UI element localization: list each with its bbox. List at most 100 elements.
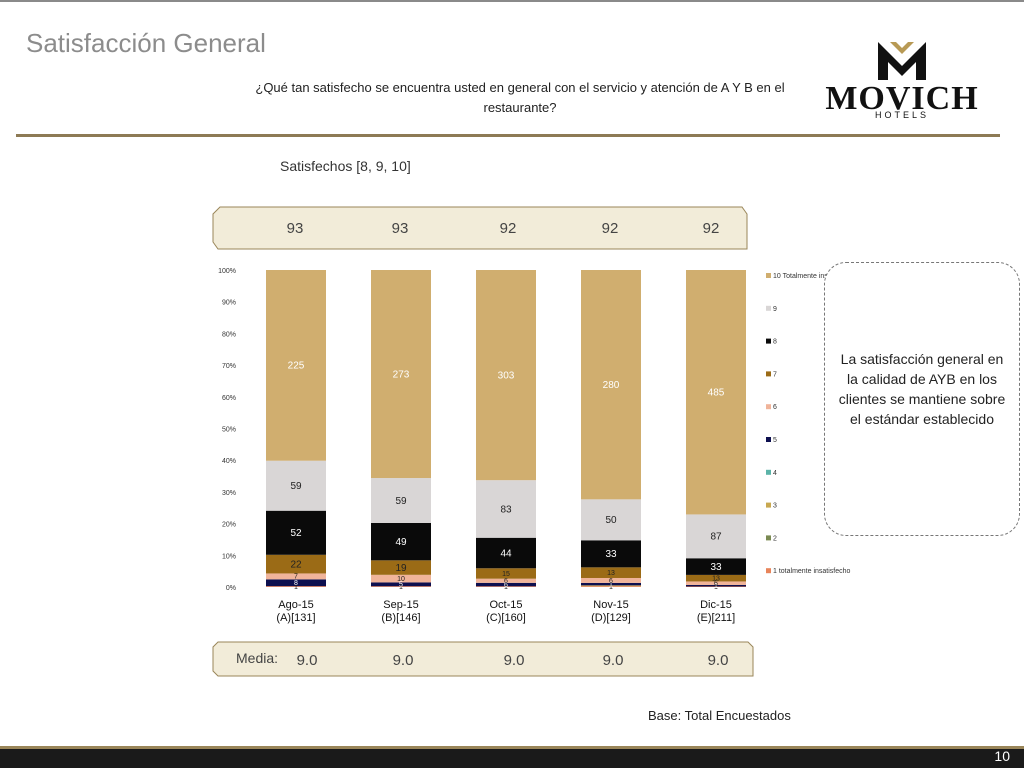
legend-swatch	[766, 568, 771, 574]
data-label: 50	[605, 515, 617, 526]
y-tick-label: 50%	[222, 427, 236, 434]
bar-segment	[581, 270, 641, 500]
data-label: 1	[714, 583, 718, 590]
data-label: 273	[393, 369, 410, 380]
bar-segment	[476, 586, 536, 587]
satisfied-value: 92	[601, 220, 619, 237]
data-label: 485	[708, 388, 725, 399]
y-tick-label: 80%	[222, 331, 236, 338]
bar-segment	[371, 560, 431, 575]
legend-swatch	[766, 338, 771, 344]
footer-bar	[0, 746, 1024, 768]
note-text: La satisfacción general en la calidad de…	[838, 351, 1006, 427]
bar-segment	[266, 460, 326, 511]
y-tick-label: 60%	[222, 395, 236, 402]
data-label: 225	[288, 361, 305, 372]
legend-label: 3	[773, 503, 777, 510]
data-label: 59	[395, 496, 407, 507]
satisfied-label: Satisfechos [8, 9, 10]	[280, 158, 411, 174]
legend-swatch	[766, 273, 771, 278]
y-tick-label: 0%	[226, 585, 236, 592]
data-label: 83	[500, 504, 512, 515]
bar-segment	[581, 540, 641, 568]
y-tick-label: 20%	[222, 522, 236, 529]
data-label: 8	[294, 580, 298, 587]
legend-label: 6	[773, 404, 777, 411]
data-label: 13	[712, 576, 720, 583]
y-tick-label: 30%	[222, 490, 236, 497]
x-axis-label: (D)[129]	[591, 612, 631, 624]
satisfied-value: 92	[702, 220, 720, 237]
data-label: 87	[710, 532, 722, 543]
bar-segment	[476, 480, 536, 538]
data-label: 22	[290, 559, 302, 570]
bar-segment	[581, 586, 641, 587]
bar-segment	[266, 554, 326, 574]
data-label: 19	[395, 563, 407, 574]
note-callout	[824, 262, 1020, 536]
y-tick-label: 100%	[218, 268, 236, 275]
satisfied-band	[212, 206, 748, 250]
bar-segment	[266, 579, 326, 587]
legend-swatch	[766, 404, 771, 410]
x-axis-label: (A)[131]	[276, 612, 315, 624]
data-label: 15	[502, 571, 510, 578]
x-axis-label: Nov-15	[593, 599, 628, 611]
media-value: 9.0	[707, 652, 729, 669]
legend-swatch	[766, 437, 771, 442]
page-number: 10	[994, 748, 1010, 764]
x-axis-label: (B)[146]	[381, 612, 420, 624]
bar-segment	[266, 270, 326, 461]
satisfied-value: 92	[499, 220, 517, 237]
data-label: 303	[498, 370, 515, 381]
bar-segment	[266, 573, 326, 580]
legend-label: 2	[773, 535, 777, 542]
data-label: 6	[504, 578, 508, 585]
x-axis-label: Oct-15	[489, 599, 522, 611]
survey-question: ¿Qué tan satisfecho se encuentra usted e…	[255, 80, 785, 115]
bar-segment	[476, 582, 536, 587]
data-label: 33	[605, 549, 617, 560]
bar-segment	[371, 582, 431, 587]
data-label: 1	[399, 584, 403, 591]
data-label: 5	[399, 582, 403, 589]
data-label: 13	[607, 570, 615, 577]
bar-segment	[476, 270, 536, 481]
bar-segment	[371, 586, 431, 587]
legend-swatch	[766, 469, 771, 475]
media-band	[212, 641, 754, 677]
data-label: 44	[500, 548, 512, 559]
legend-swatch	[766, 502, 771, 508]
media-value: 9.0	[602, 652, 624, 669]
bar-segment	[476, 568, 536, 579]
bar-segment	[686, 574, 746, 582]
footer-accent	[0, 746, 1024, 749]
header-divider	[16, 134, 1000, 137]
base-note: Base: Total Encuestados	[648, 708, 791, 723]
data-label: 1	[609, 581, 613, 588]
bar-segment	[371, 270, 431, 479]
legend-swatch	[766, 305, 771, 311]
x-axis-label: (C)[160]	[486, 612, 526, 624]
data-label: 49	[395, 537, 407, 548]
movich-monogram-icon	[878, 42, 926, 80]
media-label: Media:	[236, 650, 279, 666]
data-label: 10	[397, 576, 405, 583]
bar-segment	[581, 577, 641, 583]
bar-segment	[686, 584, 746, 587]
legend-label: 5	[773, 437, 777, 444]
data-label: 6	[609, 578, 613, 585]
legend-label: 7	[773, 371, 777, 378]
data-label: 1	[609, 584, 613, 591]
bar-segment	[266, 510, 326, 555]
bar-segment	[476, 578, 536, 583]
movich-logo: MOVICH HOTELS	[816, 38, 988, 124]
data-label: 33	[710, 562, 722, 573]
legend-swatch	[766, 535, 771, 541]
data-label: 1	[294, 584, 298, 591]
data-label: 59	[290, 481, 302, 492]
x-axis-label: Ago-15	[278, 599, 313, 611]
data-label: 6	[504, 582, 508, 589]
bar-segment	[266, 586, 326, 587]
data-label: 52	[290, 528, 302, 539]
